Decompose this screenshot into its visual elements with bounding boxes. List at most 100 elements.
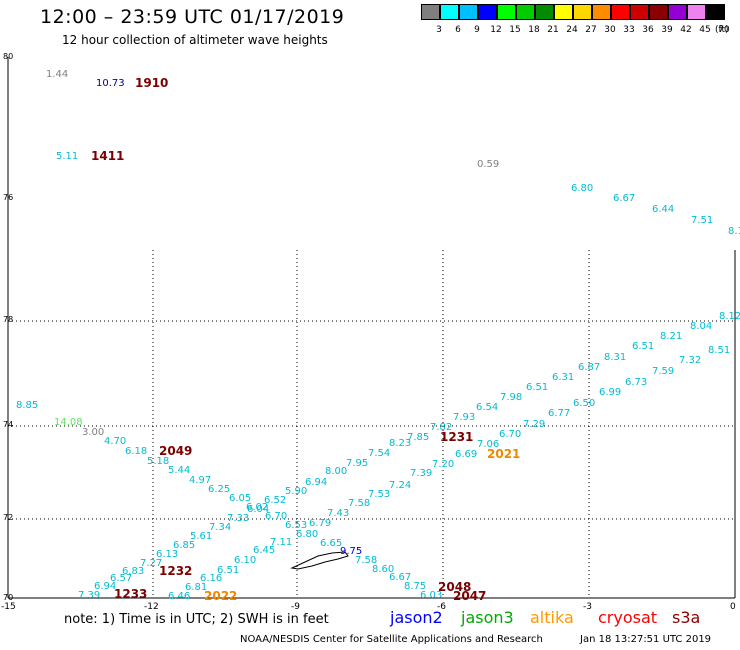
wave-height-value: 6.80 <box>571 183 593 194</box>
legend-swatch-label: 21 <box>547 25 559 35</box>
pass-time-label: 2022 <box>204 589 237 603</box>
wave-height-value: 7.54 <box>368 448 390 459</box>
wave-height-value: 14.08 <box>54 417 83 428</box>
wave-height-value: 6.51 <box>632 341 654 352</box>
wave-height-value: 6.04 <box>247 504 269 515</box>
wave-height-value: 7.33 <box>227 513 249 524</box>
lat-label-70: 70 <box>3 593 13 602</box>
graticule <box>8 250 735 598</box>
wave-height-value: 6.77 <box>548 408 570 419</box>
wave-height-value: 1.44 <box>46 69 68 80</box>
legend-swatch-label: 12 <box>490 25 502 35</box>
legend-swatch-label: 30 <box>604 25 616 35</box>
wave-height-value: 8.51 <box>708 345 730 356</box>
wave-height-value: 7.32 <box>679 355 701 366</box>
pass-time-label: 1231 <box>440 430 473 444</box>
wave-height-value: 6.70 <box>499 429 521 440</box>
wave-height-value: 7.82 <box>430 422 452 433</box>
wave-height-value: 6.51 <box>526 382 548 393</box>
wave-height-value: 4.70 <box>104 436 126 447</box>
wave-height-value: 6.53 <box>285 520 307 531</box>
legend-swatch-label: 15 <box>509 25 521 35</box>
legend-swatch-label: 27 <box>585 25 597 35</box>
legend-swatch-label: 6 <box>455 25 461 35</box>
wave-height-value: 8.60 <box>372 564 394 575</box>
chart-subtitle: 12 hour collection of altimeter wave hei… <box>62 33 328 47</box>
wave-height-value: 7.58 <box>355 555 377 566</box>
legend-swatch <box>706 4 725 20</box>
wave-height-value: 3.00 <box>82 427 104 438</box>
wave-height-value: 6.46 <box>168 591 190 602</box>
lat-label-76: 76 <box>3 193 13 202</box>
wave-height-value: 8.00 <box>325 466 347 477</box>
wave-height-value: 4.97 <box>189 475 211 486</box>
legend-swatch <box>592 4 611 20</box>
wave-height-value: 6.94 <box>305 477 327 488</box>
wave-height-value: 6.18 <box>125 446 147 457</box>
wave-height-value: 6.51 <box>217 565 239 576</box>
legend-swatch <box>497 4 516 20</box>
pass-time-label: 2021 <box>487 447 520 461</box>
wave-height-value: 7.58 <box>348 498 370 509</box>
wave-height-value: 7.43 <box>327 508 349 519</box>
wave-height-value: 5.90 <box>285 486 307 497</box>
wave-height-value: 6.45 <box>253 545 275 556</box>
wave-height-value: 6.50 <box>573 398 595 409</box>
lat-label-78: 78 <box>3 315 13 324</box>
wave-height-value: 6.10 <box>234 555 256 566</box>
pass-time-label: 2048 <box>438 580 471 594</box>
wave-height-value: 0.59 <box>477 159 499 170</box>
lon-label-3: -3 <box>583 602 592 612</box>
wave-height-value: 6.69 <box>455 449 477 460</box>
mission-label-jason3: jason3 <box>461 608 514 627</box>
wave-height-values: 1.44 10.73 5.11 0.59 6.80 6.67 6.44 7.51 8.1 8.12… <box>16 69 740 602</box>
legend-swatch <box>668 4 687 20</box>
wave-height-value: 6.05 <box>229 493 251 504</box>
wave-height-value: 8.31 <box>604 352 626 363</box>
wave-height-value: 6.13 <box>156 549 178 560</box>
wave-height-value: 6.79 <box>309 518 331 529</box>
chart-title: 12:00 – 23:59 UTC 01/17/2019 <box>40 6 345 28</box>
legend-swatch-label: 33 <box>623 25 635 35</box>
pass-time-label: 1232 <box>159 564 192 578</box>
wave-height-value: 7.95 <box>346 458 368 469</box>
legend-swatch <box>687 4 706 20</box>
wave-height-value: 8.12 <box>719 311 740 322</box>
wave-height-value: 7.98 <box>500 392 522 403</box>
wave-height-value: 7.11 <box>270 537 292 548</box>
legend-swatch-label: 45 <box>699 25 711 35</box>
legend-swatch-label: 42 <box>680 25 692 35</box>
wave-height-value: 6.67 <box>389 572 411 583</box>
wave-height-value: 6.80 <box>296 529 318 540</box>
wave-height-value: 9.75 <box>340 546 362 557</box>
wave-height-value: 6.94 <box>94 581 116 592</box>
wave-height-value: 5.11 <box>56 151 78 162</box>
lon-label-6: -6 <box>437 602 446 612</box>
lat-label-80: 80 <box>3 52 13 61</box>
wave-height-value: 5.44 <box>168 465 190 476</box>
legend-swatch-label: 18 <box>528 25 540 35</box>
legend-swatch <box>478 4 497 20</box>
lon-label-12: -12 <box>144 602 159 612</box>
legend-swatch <box>554 4 573 20</box>
wave-height-value: 10.73 <box>96 78 125 89</box>
wave-height-value: 7.93 <box>453 412 475 423</box>
wave-height-value: 6.73 <box>625 377 647 388</box>
wave-height-value: 6.31 <box>552 372 574 383</box>
footer-timestamp: Jan 18 13:27:51 UTC 2019 <box>580 634 712 645</box>
wave-height-value: 7.39 <box>78 590 100 601</box>
footer-credit: NOAA/NESDIS Center for Satellite Applica… <box>240 634 543 645</box>
wave-height-value: 7.06 <box>477 439 499 450</box>
wave-height-value: 5.61 <box>190 531 212 542</box>
wave-height-value: 8.04 <box>690 321 712 332</box>
wave-height-value: 7.27 <box>140 558 162 569</box>
legend-swatch <box>630 4 649 20</box>
footer-note: note: 1) Time is in UTC; 2) SWH is in fe… <box>64 612 329 627</box>
wave-height-value: 7.59 <box>652 366 674 377</box>
wave-height-value: 6.57 <box>110 573 132 584</box>
legend-swatch-label: 24 <box>566 25 578 35</box>
pass-time-label: 1910 <box>135 76 168 90</box>
wave-height-value: 7.51 <box>691 215 713 226</box>
wave-height-value: 8.75 <box>404 581 426 592</box>
